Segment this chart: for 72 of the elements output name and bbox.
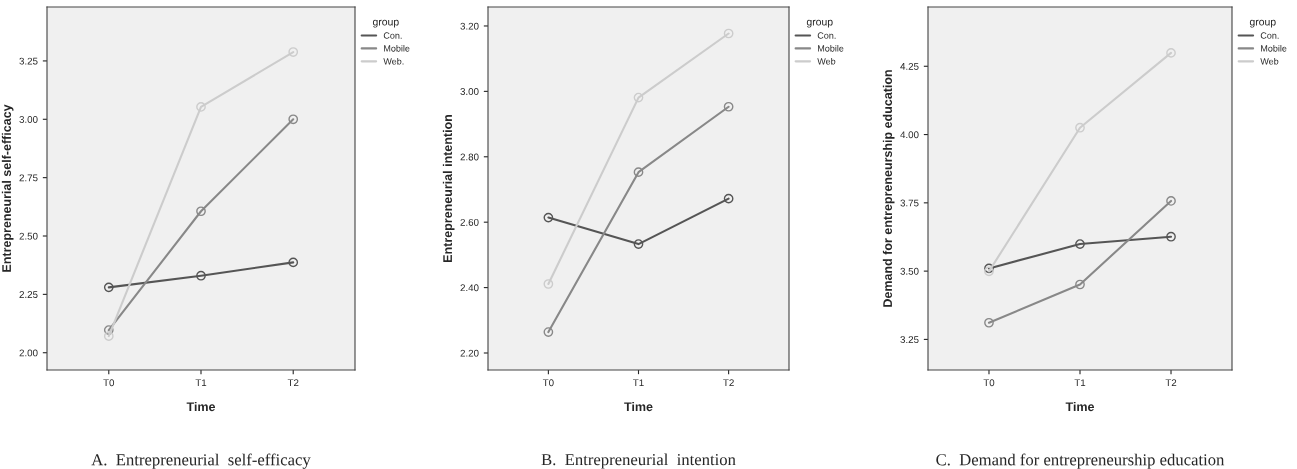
legend-label: Con. [817, 32, 836, 39]
y-tick-label: 2.60 [460, 218, 479, 226]
point [1075, 122, 1085, 133]
point [1166, 196, 1176, 206]
point [723, 101, 734, 112]
y-tick-label: 3.20 [460, 22, 479, 30]
y-axis-title: Entrepreneurial intention [442, 114, 455, 262]
legend-label: Mobile [1261, 45, 1287, 52]
point [1166, 48, 1176, 58]
x-tick-label: T2 [1165, 379, 1177, 387]
y-tick-label: 2.25 [19, 291, 38, 298]
point [103, 325, 114, 335]
x-axis-title: Time [624, 401, 653, 412]
y-tick-label: 3.50 [900, 267, 919, 275]
y-tick-label: 2.00 [19, 349, 38, 357]
y-tick-label: 3.00 [19, 116, 38, 123]
legend-label: Web [1260, 57, 1279, 65]
y-axis-title: Entrepreneurial self-efficacy [1, 104, 14, 272]
text: B. Entrepreneurial intention [541, 453, 736, 469]
point [543, 279, 554, 289]
point [196, 270, 206, 281]
point [1075, 279, 1085, 290]
y-axis-title: Demand for entrepreneurship education [882, 70, 895, 307]
y-tick-label: 3.25 [19, 57, 38, 65]
legend-label: Con. [383, 32, 402, 39]
point [103, 282, 114, 293]
legend-title: group [1249, 19, 1276, 28]
point [288, 114, 299, 125]
y-tick-label: 3.75 [900, 199, 919, 207]
text: C. Demand for entrepreneurship education [936, 453, 1225, 469]
legend-label: Mobile [818, 45, 844, 52]
y-tick-label: 3.00 [460, 88, 479, 95]
point [633, 167, 644, 178]
x-tick-label: T1 [1074, 379, 1086, 387]
y-tick-label: 4.25 [900, 63, 919, 70]
point [633, 92, 644, 103]
point [288, 47, 299, 57]
x-tick-label: T1 [633, 379, 644, 387]
y-tick-label: 2.40 [460, 284, 479, 292]
y-tick-label: 2.80 [460, 153, 479, 161]
x-tick-label: T1 [195, 379, 207, 387]
point [196, 102, 206, 112]
y-tick-label: 4.00 [900, 131, 919, 139]
point [196, 206, 206, 217]
x-tick-label: T0 [983, 379, 995, 387]
x-tick-label: T0 [103, 379, 115, 387]
point [723, 28, 734, 39]
x-tick-label: T0 [542, 379, 554, 387]
point [543, 212, 554, 223]
x-axis-title: Time [186, 401, 216, 412]
legend-title: group [806, 19, 833, 28]
point [1166, 231, 1176, 242]
x-tick-label: T2 [723, 379, 734, 387]
x-axis-title: Time [1065, 401, 1095, 412]
y-tick-label: 2.20 [460, 349, 479, 357]
point [1075, 239, 1085, 249]
x-tick-label: T2 [287, 379, 299, 387]
legend-label: Web [817, 57, 836, 65]
y-tick-label: 2.50 [19, 232, 38, 240]
point [103, 331, 114, 342]
legend-label: Web. [383, 57, 404, 65]
point [288, 257, 299, 268]
point [984, 317, 994, 328]
y-tick-label: 2.75 [19, 174, 38, 182]
text: A. Entrepreneurial self-efficacy [91, 453, 311, 469]
y-tick-label: 3.25 [900, 336, 919, 344]
point [633, 239, 644, 249]
legend-label: Mobile [384, 45, 410, 52]
legend-title: group [372, 19, 399, 28]
point [723, 193, 734, 204]
legend-label: Con. [1260, 32, 1279, 39]
point [543, 327, 554, 337]
